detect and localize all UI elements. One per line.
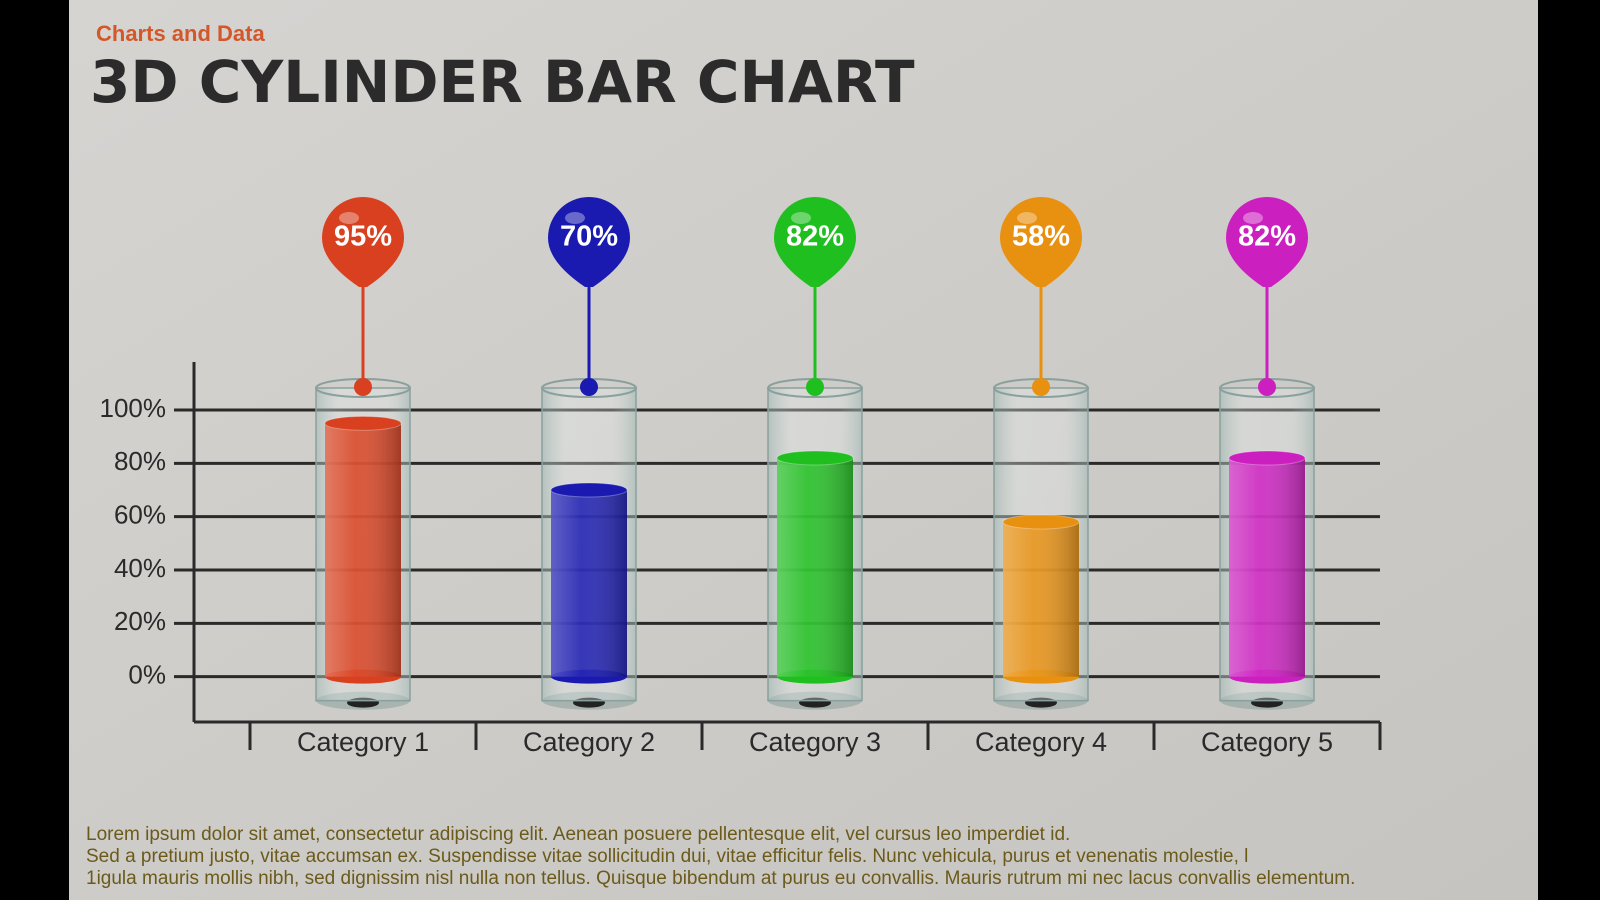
bar-cap bbox=[1002, 514, 1080, 530]
y-tick-label: 0% bbox=[128, 660, 166, 690]
balloon-highlight bbox=[565, 212, 585, 224]
balloon-dot bbox=[806, 378, 824, 396]
value-label: 95% bbox=[334, 221, 392, 253]
balloon-highlight bbox=[791, 212, 811, 224]
value-label: 58% bbox=[1012, 221, 1070, 253]
description-line: 1igula mauris mollis nibh, sed dignissim… bbox=[86, 868, 1355, 889]
bar-shade bbox=[551, 490, 627, 677]
bar-shade bbox=[325, 423, 401, 677]
balloon-dot bbox=[1258, 378, 1276, 396]
balloon-dot bbox=[1032, 378, 1050, 396]
balloon-highlight bbox=[1243, 212, 1263, 224]
bar-cap bbox=[1228, 450, 1306, 466]
description-line: Lorem ipsum dolor sit amet, consectetur … bbox=[86, 824, 1070, 845]
x-tick-label: Category 3 bbox=[749, 727, 881, 757]
y-tick-label: 100% bbox=[100, 393, 167, 423]
balloon bbox=[1226, 197, 1308, 287]
x-tick-label: Category 2 bbox=[523, 727, 655, 757]
balloon-dot bbox=[580, 378, 598, 396]
x-tick-label: Category 5 bbox=[1201, 727, 1333, 757]
chart-title: 3D CYLINDER BAR CHART bbox=[90, 48, 915, 116]
value-label: 82% bbox=[1238, 221, 1296, 253]
balloon-dot bbox=[354, 378, 372, 396]
description-line: Sed a pretium justo, vitae accumsan ex. … bbox=[86, 846, 1248, 867]
balloon bbox=[774, 197, 856, 287]
plot-area: 0% 20% 40% 60% 80% 100% 95% Category 1 70% Catego… bbox=[100, 196, 1382, 757]
balloon-highlight bbox=[1017, 212, 1037, 224]
y-tick-label: 80% bbox=[114, 446, 166, 476]
bar-shade bbox=[1229, 458, 1305, 677]
x-tick-label: Category 1 bbox=[297, 727, 429, 757]
y-tick-label: 60% bbox=[114, 500, 166, 530]
x-tick-label: Category 4 bbox=[975, 727, 1107, 757]
value-label: 82% bbox=[786, 221, 844, 253]
balloon-highlight bbox=[339, 212, 359, 224]
balloon bbox=[321, 196, 404, 287]
bar-cap bbox=[776, 450, 854, 466]
bar-cap bbox=[550, 482, 628, 498]
subtitle: Charts and Data bbox=[96, 21, 265, 46]
balloon bbox=[548, 197, 630, 287]
bar-shade bbox=[1003, 522, 1079, 677]
y-tick-label: 20% bbox=[114, 606, 166, 636]
value-label: 70% bbox=[560, 221, 618, 253]
balloon bbox=[1000, 197, 1082, 287]
bar-cap bbox=[324, 415, 402, 431]
y-tick-label: 40% bbox=[114, 553, 166, 583]
bar-shade bbox=[777, 458, 853, 677]
